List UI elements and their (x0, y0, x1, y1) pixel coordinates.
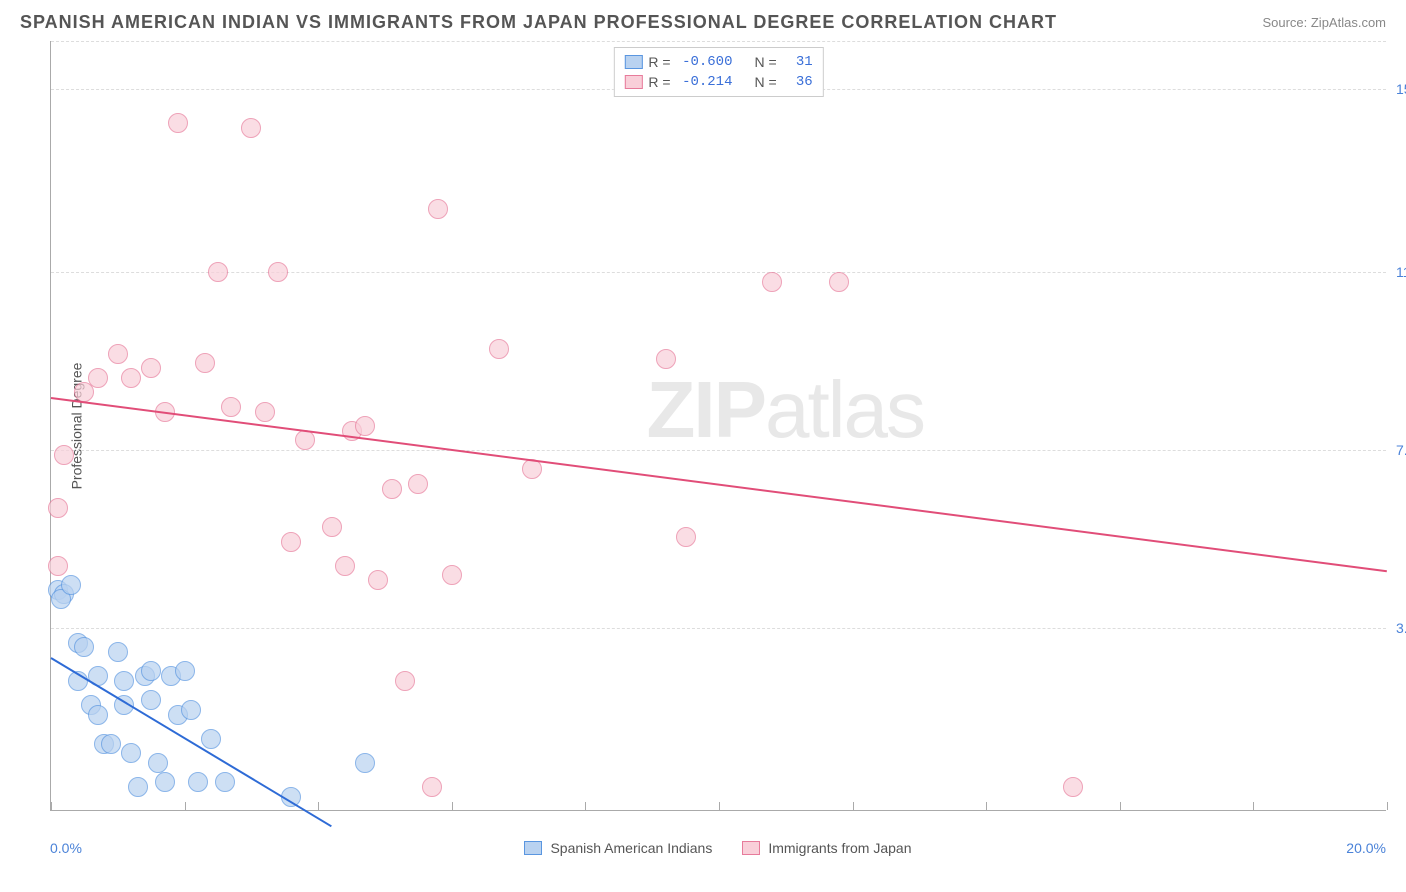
series-legend: Spanish American Indians Immigrants from … (50, 840, 1386, 856)
point-series1 (114, 671, 134, 691)
x-tick (1253, 802, 1254, 810)
x-tick (719, 802, 720, 810)
point-series1 (141, 690, 161, 710)
chart-title: SPANISH AMERICAN INDIAN VS IMMIGRANTS FR… (20, 12, 1057, 33)
point-series2 (1063, 777, 1083, 797)
point-series1 (155, 772, 175, 792)
point-series1 (61, 575, 81, 595)
point-series2 (221, 397, 241, 417)
point-series1 (101, 734, 121, 754)
y-tick-label: 3.8% (1388, 620, 1406, 636)
gridline (51, 450, 1386, 451)
point-series2 (281, 532, 301, 552)
point-series1 (148, 753, 168, 773)
point-series2 (335, 556, 355, 576)
point-series2 (88, 368, 108, 388)
n-label: N = (755, 54, 777, 70)
point-series2 (489, 339, 509, 359)
point-series1 (201, 729, 221, 749)
point-series2 (656, 349, 676, 369)
point-series2 (295, 430, 315, 450)
gridline (51, 41, 1386, 42)
point-series1 (108, 642, 128, 662)
r-label: R = (648, 54, 670, 70)
x-max-label: 20.0% (1346, 840, 1386, 856)
trendline-series1 (50, 657, 332, 827)
n-label: N = (755, 74, 777, 90)
point-series2 (121, 368, 141, 388)
legend-label: Immigrants from Japan (768, 840, 911, 856)
point-series1 (88, 705, 108, 725)
point-series2 (54, 445, 74, 465)
point-series1 (355, 753, 375, 773)
point-series2 (355, 416, 375, 436)
gridline (51, 272, 1386, 273)
point-series2 (241, 118, 261, 138)
point-series1 (175, 661, 195, 681)
legend-label: Spanish American Indians (550, 840, 712, 856)
point-series2 (428, 199, 448, 219)
y-axis-label: Professional Degree (68, 362, 84, 489)
point-series1 (74, 637, 94, 657)
point-series2 (408, 474, 428, 494)
r-label: R = (648, 74, 670, 90)
source-label: Source: ZipAtlas.com (1262, 15, 1386, 30)
x-tick (986, 802, 987, 810)
point-series2 (48, 556, 68, 576)
point-series2 (168, 113, 188, 133)
point-series2 (829, 272, 849, 292)
gridline (51, 628, 1386, 629)
point-series1 (128, 777, 148, 797)
legend-swatch (742, 841, 760, 855)
n-value: 31 (783, 54, 813, 70)
legend-item: Spanish American Indians (524, 840, 712, 856)
legend-row: R = -0.600 N = 31 (624, 52, 812, 72)
point-series2 (422, 777, 442, 797)
legend-swatch (524, 841, 542, 855)
legend-item: Immigrants from Japan (742, 840, 911, 856)
point-series1 (215, 772, 235, 792)
y-tick-label: 11.2% (1388, 264, 1406, 280)
n-value: 36 (783, 74, 813, 90)
y-tick-label: 15.0% (1388, 81, 1406, 97)
r-value: -0.214 (677, 74, 733, 90)
trendline-series2 (51, 397, 1387, 572)
x-tick (318, 802, 319, 810)
point-series2 (368, 570, 388, 590)
point-series1 (188, 772, 208, 792)
legend-swatch (624, 75, 642, 89)
point-series2 (762, 272, 782, 292)
x-tick (853, 802, 854, 810)
point-series2 (268, 262, 288, 282)
x-tick (585, 802, 586, 810)
x-tick (185, 802, 186, 810)
point-series1 (181, 700, 201, 720)
point-series2 (141, 358, 161, 378)
point-series2 (108, 344, 128, 364)
point-series2 (382, 479, 402, 499)
point-series2 (442, 565, 462, 585)
point-series2 (395, 671, 415, 691)
legend-swatch (624, 55, 642, 69)
x-tick (51, 802, 52, 810)
point-series2 (208, 262, 228, 282)
point-series2 (676, 527, 696, 547)
x-tick (452, 802, 453, 810)
point-series2 (322, 517, 342, 537)
x-min-label: 0.0% (50, 840, 82, 856)
legend-row: R = -0.214 N = 36 (624, 72, 812, 92)
point-series2 (195, 353, 215, 373)
point-series2 (48, 498, 68, 518)
point-series1 (141, 661, 161, 681)
x-tick (1120, 802, 1121, 810)
point-series2 (255, 402, 275, 422)
watermark: ZIPatlas (647, 364, 924, 456)
y-tick-label: 7.5% (1388, 442, 1406, 458)
scatter-chart: ZIPatlas Professional Degree R = -0.600 N … (50, 41, 1386, 811)
point-series1 (121, 743, 141, 763)
x-tick (1387, 802, 1388, 810)
r-value: -0.600 (677, 54, 733, 70)
correlation-legend: R = -0.600 N = 31 R = -0.214 N = 36 (613, 47, 823, 97)
